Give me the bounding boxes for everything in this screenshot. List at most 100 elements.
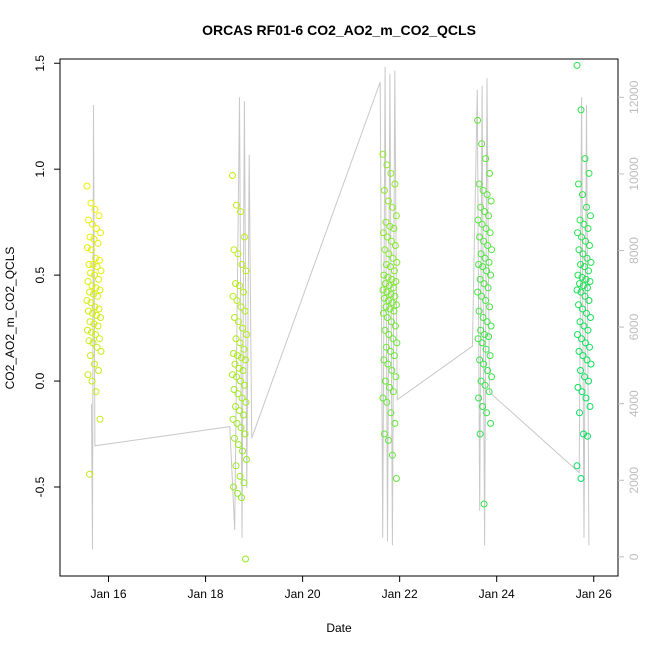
data-point xyxy=(479,186,487,194)
data-point xyxy=(474,116,482,124)
data-point xyxy=(379,286,387,294)
data-point xyxy=(242,267,250,275)
data-point xyxy=(477,326,485,334)
data-point xyxy=(484,284,492,292)
data-point xyxy=(587,314,594,321)
data-point xyxy=(585,267,592,275)
data-point xyxy=(97,267,105,275)
data-point xyxy=(240,411,247,419)
y2-tick-label: 8000 xyxy=(627,237,641,264)
data-point xyxy=(379,394,387,402)
data-point xyxy=(237,303,245,311)
y-axis-label: CO2_AO2_m_CO2_QCLS xyxy=(3,247,17,390)
data-point xyxy=(90,320,98,328)
data-point xyxy=(231,314,238,321)
data-point xyxy=(390,267,398,275)
data-point xyxy=(390,352,398,360)
data-point xyxy=(481,208,489,216)
altitude-layer xyxy=(91,66,590,550)
data-point xyxy=(584,225,592,232)
data-point xyxy=(578,335,585,343)
data-point xyxy=(231,360,239,368)
data-point xyxy=(390,307,398,315)
data-point xyxy=(585,169,593,177)
data-point xyxy=(392,301,400,309)
data-point xyxy=(577,261,584,268)
data-point xyxy=(486,169,494,177)
data-point xyxy=(382,343,390,351)
data-point xyxy=(481,254,489,262)
data-point xyxy=(480,237,488,245)
data-point xyxy=(384,297,392,304)
data-point xyxy=(486,352,494,360)
data-point xyxy=(230,246,238,254)
data-point xyxy=(233,201,240,209)
x-tick-label: Jan 26 xyxy=(576,587,612,601)
data-point xyxy=(86,470,93,478)
data-point xyxy=(241,430,249,438)
data-point xyxy=(235,318,242,326)
data-point xyxy=(583,356,591,364)
data-point xyxy=(385,383,393,391)
data-point xyxy=(587,258,595,266)
data-point xyxy=(388,203,396,211)
data-point xyxy=(476,430,484,438)
data-point xyxy=(385,282,393,290)
data-point xyxy=(486,303,494,311)
data-point xyxy=(88,246,95,254)
data-point xyxy=(574,271,582,279)
data-point xyxy=(479,263,487,271)
data-point xyxy=(483,409,491,417)
data-point xyxy=(480,500,488,508)
data-point xyxy=(96,286,104,294)
data-point xyxy=(239,447,246,455)
data-point xyxy=(485,333,493,341)
data-point xyxy=(93,263,101,271)
y-tick-label: 1.5 xyxy=(33,55,47,72)
data-point xyxy=(390,225,398,232)
y2-tick-label: 6000 xyxy=(627,313,641,340)
data-point xyxy=(380,271,388,279)
data-point xyxy=(83,297,91,304)
data-point xyxy=(587,360,595,368)
data-point xyxy=(387,237,395,245)
data-point xyxy=(583,309,590,317)
y-tick-label: 1.0 xyxy=(33,161,47,178)
data-point xyxy=(485,258,493,266)
data-point xyxy=(487,197,495,205)
data-point xyxy=(391,242,399,249)
data-point xyxy=(476,233,484,241)
data-point xyxy=(391,180,399,188)
data-point xyxy=(229,292,237,300)
data-point xyxy=(91,205,99,213)
data-point xyxy=(241,381,248,389)
x-tick-label: Jan 20 xyxy=(285,587,321,601)
data-point xyxy=(87,299,95,307)
data-point xyxy=(233,419,241,427)
data-point xyxy=(86,288,93,296)
data-point xyxy=(476,275,484,283)
data-point xyxy=(89,220,96,228)
data-point xyxy=(481,331,489,338)
chart-title: ORCAS RF01-6 CO2_AO2_m_CO2_QCLS xyxy=(202,22,476,38)
data-point xyxy=(474,216,482,224)
data-point xyxy=(235,441,242,449)
data-point xyxy=(382,261,390,268)
data-point xyxy=(96,415,104,423)
data-point xyxy=(88,282,96,290)
data-point xyxy=(235,364,243,372)
data-point xyxy=(393,339,401,347)
data-point xyxy=(391,419,399,427)
data-point xyxy=(233,373,240,381)
data-point xyxy=(478,140,486,148)
data-point xyxy=(97,347,105,355)
data-point xyxy=(232,335,240,343)
data-point xyxy=(243,456,250,463)
data-point xyxy=(488,373,496,381)
data-point xyxy=(234,390,242,398)
data-point xyxy=(475,180,483,188)
data-point xyxy=(95,367,102,374)
data-point xyxy=(575,301,582,309)
data-point xyxy=(383,398,391,406)
data-point xyxy=(85,261,93,268)
